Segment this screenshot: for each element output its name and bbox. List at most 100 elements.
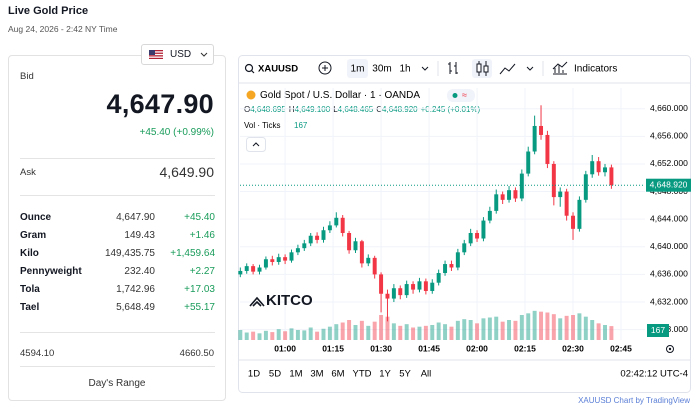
range-button[interactable]: 1M — [289, 369, 302, 380]
divider — [20, 195, 215, 196]
range-button[interactable]: All — [421, 369, 432, 380]
candle-body — [423, 281, 428, 291]
ask-label: Ask — [20, 167, 36, 178]
candle-body — [545, 134, 550, 164]
candle-body — [251, 266, 256, 272]
attribution[interactable]: XAUUSD Chart by TradingView — [578, 396, 690, 405]
candle-body — [583, 174, 588, 200]
candle-body — [321, 230, 326, 240]
unit: Pennyweight — [20, 266, 82, 277]
price: 5,648.49 — [116, 302, 155, 313]
status-icon: ≈ — [462, 90, 467, 100]
status-badge — [447, 89, 475, 102]
volume-bar — [596, 323, 601, 340]
volume-bar — [526, 313, 531, 340]
volume-bar — [263, 330, 268, 340]
range-bar — [20, 366, 215, 367]
candle-body — [372, 257, 377, 275]
indicators[interactable]: Indicators — [574, 64, 617, 75]
volume-bar — [391, 323, 396, 340]
volume-bar — [443, 324, 448, 340]
last-volume-box — [647, 324, 669, 337]
interval[interactable]: 1m — [351, 64, 365, 75]
search-icon[interactable] — [244, 63, 254, 73]
volume-bar — [359, 320, 364, 340]
unit-row: Tola 1,742.96 +17.03 — [20, 282, 215, 298]
range-high: 4660.50 — [179, 348, 214, 359]
collapse-button[interactable] — [246, 137, 266, 152]
volume-bar — [251, 331, 256, 340]
price: 149.43 — [124, 230, 155, 241]
volume-bar — [436, 322, 441, 340]
settings-icon — [668, 347, 672, 351]
unit: Gram — [20, 230, 47, 241]
interval[interactable]: 30m — [372, 64, 391, 75]
x-tick-label: 01:00 — [274, 343, 296, 353]
range-button[interactable]: 1D — [248, 369, 260, 380]
range-button[interactable]: YTD — [353, 369, 372, 380]
volume-bar — [475, 323, 480, 340]
candle-body — [430, 282, 435, 291]
volume-bar — [532, 310, 537, 340]
line-icon[interactable] — [499, 63, 516, 75]
chevron[interactable] — [421, 66, 429, 71]
change: +55.17 — [184, 302, 215, 313]
y-tick-label: 4,644.000 — [650, 213, 688, 223]
change: +45.40 — [184, 212, 215, 223]
volume-bar — [385, 316, 390, 340]
watermark-logo — [249, 296, 265, 307]
chevron[interactable] — [526, 66, 534, 71]
range-button[interactable]: 1Y — [379, 369, 391, 380]
range-button[interactable]: 3M — [310, 369, 323, 380]
candle-body — [443, 264, 448, 274]
range-button[interactable]: 5D — [269, 369, 281, 380]
divider — [20, 332, 215, 333]
last-volume-label: 167 — [651, 325, 665, 335]
flag-icon — [149, 50, 163, 59]
symbol[interactable]: XAUUSD — [258, 64, 298, 75]
candle-icon[interactable] — [483, 65, 489, 73]
y-tick-label: 4,652.000 — [650, 158, 688, 168]
volume-bar — [353, 325, 358, 340]
candle-body — [359, 241, 364, 264]
candle-body — [596, 161, 601, 173]
candle-body — [558, 191, 563, 198]
volume-bar — [430, 325, 435, 340]
range-button[interactable]: 6M — [331, 369, 344, 380]
last-price-label: 4,648.920 — [650, 179, 688, 189]
candle-body — [379, 274, 384, 294]
volume-bar — [321, 328, 326, 340]
compare-button[interactable] — [318, 61, 332, 75]
volume-bar — [379, 315, 384, 340]
ohlc-key: H — [289, 105, 295, 114]
candle-body — [417, 281, 422, 290]
candle-body — [353, 241, 358, 251]
interval[interactable]: 1h — [399, 64, 410, 75]
collapse-icon — [252, 142, 260, 147]
candle-body — [494, 194, 499, 211]
range-button[interactable]: 5Y — [399, 369, 411, 380]
candle-body — [295, 248, 300, 253]
ohlc-value: 4,648.695 — [250, 105, 286, 114]
volume-bar — [398, 325, 403, 340]
watermark: KITCO — [266, 292, 313, 309]
volume-legend: Vol · Ticks — [244, 121, 280, 130]
volume-bar — [295, 330, 300, 340]
candle-body — [391, 288, 396, 299]
volume-bar — [551, 314, 556, 340]
bar-icon[interactable] — [448, 62, 458, 74]
volume-bar — [539, 311, 544, 340]
candle-body — [257, 267, 262, 272]
indicators-icon[interactable] — [552, 61, 568, 75]
candle-body — [603, 167, 607, 173]
y-tick-label: 4,636.000 — [650, 269, 688, 279]
change: +1,459.64 — [170, 248, 215, 259]
candle-body — [385, 293, 390, 299]
bid-change: +45.40 (+0.99%) — [139, 127, 215, 138]
interval-active — [347, 59, 368, 78]
settings-icon[interactable] — [666, 345, 674, 353]
unit: Kilo — [20, 248, 39, 259]
currency-select[interactable]: USD — [141, 44, 214, 65]
